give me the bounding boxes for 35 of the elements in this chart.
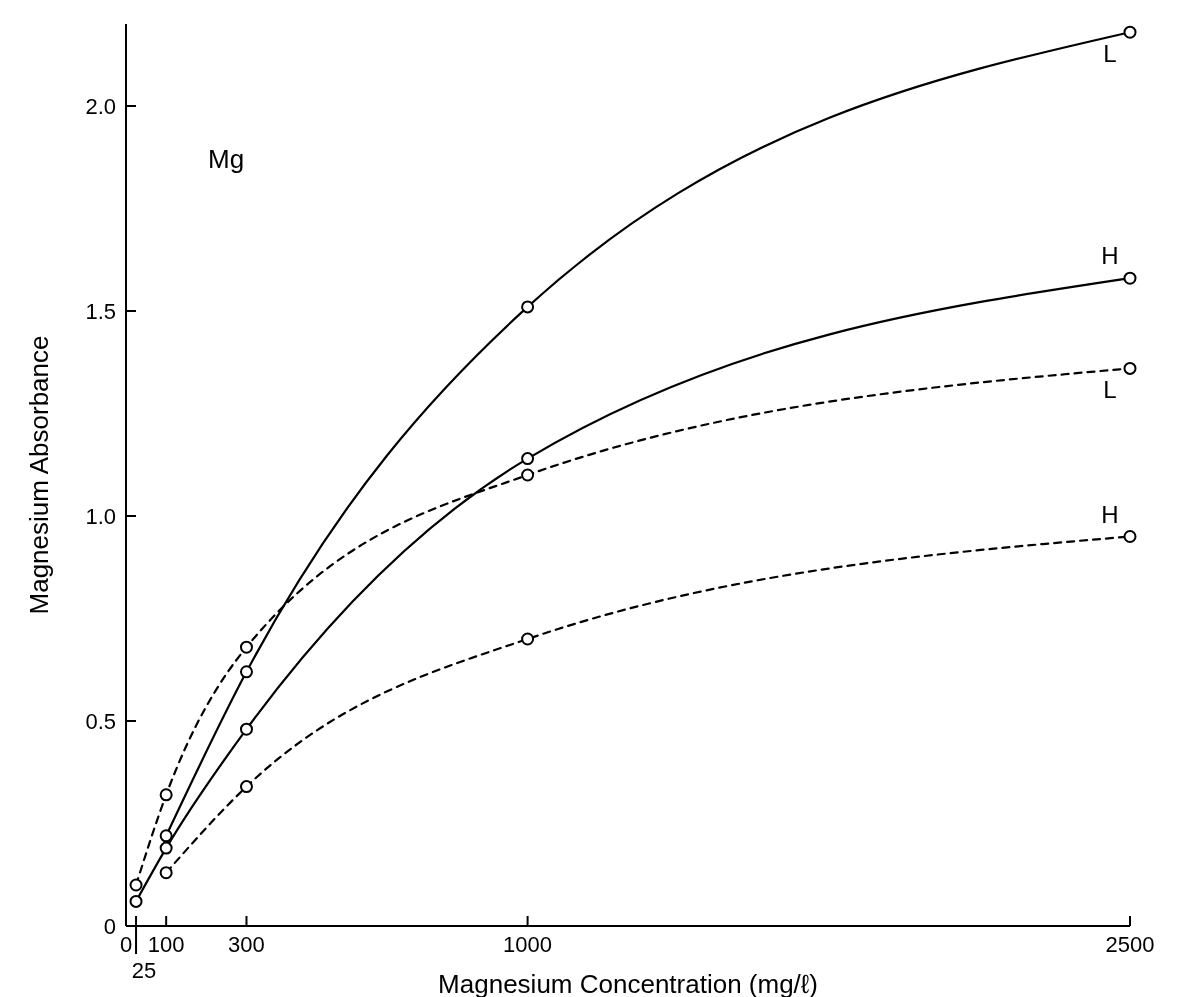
x-tick-label: 2500 xyxy=(1105,932,1155,957)
x-tick-label: 100 xyxy=(147,932,185,957)
point xyxy=(1123,361,1137,375)
point xyxy=(129,878,143,892)
point xyxy=(159,841,173,855)
point xyxy=(1123,530,1137,543)
point xyxy=(159,788,173,802)
x-tick-label: 300 xyxy=(228,932,265,957)
text: 25 xyxy=(131,958,157,983)
y-axis-title: Magnesium Absorbance xyxy=(24,335,54,615)
point xyxy=(521,468,535,482)
point xyxy=(1123,25,1137,39)
point xyxy=(1123,271,1137,285)
point xyxy=(239,640,253,654)
y-tick-label: 1.0 xyxy=(85,504,116,529)
point xyxy=(521,632,535,646)
point xyxy=(239,722,253,736)
series-label: H xyxy=(1101,500,1119,528)
point xyxy=(521,452,535,466)
point xyxy=(159,866,173,880)
point xyxy=(239,665,253,679)
y-tick-label: 0 xyxy=(103,914,116,939)
series-label: H xyxy=(1101,242,1119,270)
x-tick-label: 1000 xyxy=(503,932,553,957)
point xyxy=(239,780,253,794)
y-tick-label: 1.5 xyxy=(85,299,116,324)
point xyxy=(159,829,173,843)
y-tick-label: 2.0 xyxy=(85,94,116,119)
point xyxy=(521,300,535,314)
x-tick-label: 0 xyxy=(119,932,133,957)
series-label: L xyxy=(1103,376,1117,404)
point xyxy=(129,894,143,908)
series-label: L xyxy=(1103,40,1117,68)
annotation: Mg xyxy=(208,144,245,174)
y-tick-label: 0.5 xyxy=(85,709,116,734)
